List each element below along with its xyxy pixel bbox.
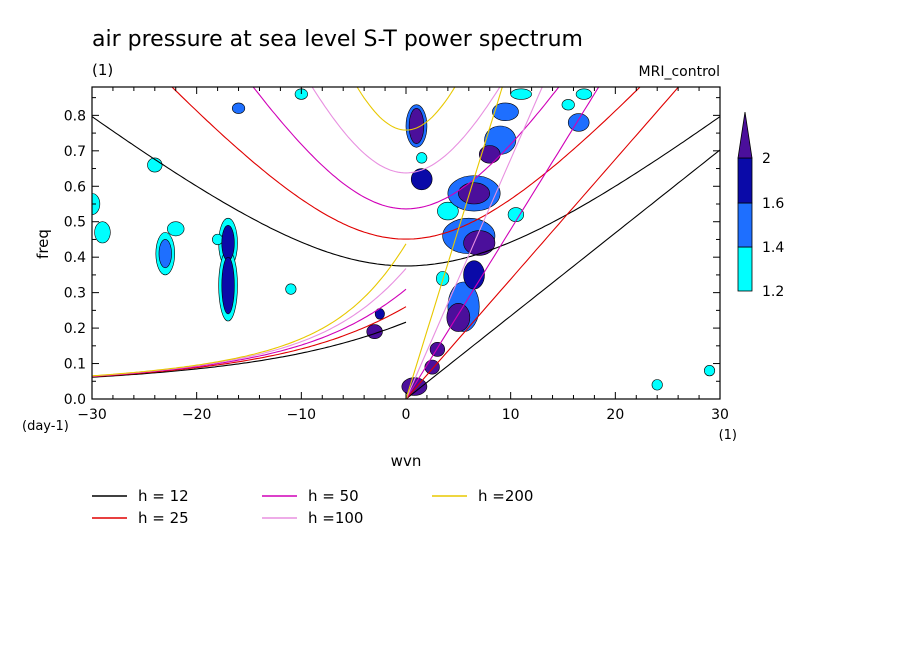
x-tick-label: 30 xyxy=(711,407,729,423)
contour-blob xyxy=(221,256,235,315)
x-tick-label: 0 xyxy=(402,407,411,423)
contour-blob xyxy=(429,341,446,357)
dispersion-curve-ig xyxy=(92,116,720,267)
colorbar-label: 1.4 xyxy=(762,240,784,256)
colorbar-segment xyxy=(737,157,753,204)
legend-label: h = 25 xyxy=(138,509,189,527)
y-tick-label: 0.3 xyxy=(64,286,86,302)
contour-blob xyxy=(94,221,111,244)
dispersion-curve-mrg xyxy=(92,321,407,378)
dispersion-curve-ig xyxy=(311,87,501,174)
y-tick-label: 0.2 xyxy=(64,321,86,337)
x-tick-label: 20 xyxy=(606,407,624,423)
contour-blob xyxy=(575,88,593,100)
legend-label: h = 12 xyxy=(138,487,189,505)
y-units-label: (day-1) xyxy=(22,419,69,434)
dispersion-curve-ig xyxy=(171,87,641,240)
dispersion-curve-kelvin xyxy=(405,87,543,399)
y-tick-label: 0.5 xyxy=(64,215,86,231)
axis-ticks: −30 −20 −10 0 10 20 30 0.0 0.1 0.2 0.3 0.4 0.5 0.6 0.7… xyxy=(64,87,729,423)
x-axis-label: wvn xyxy=(391,452,422,470)
contour-blob xyxy=(437,201,459,221)
y-tick-label: 0.0 xyxy=(64,392,86,408)
y-tick-label: 0.1 xyxy=(64,357,86,373)
colorbar-arrow xyxy=(737,111,753,159)
contour-blob xyxy=(703,365,716,377)
dispersion-curve-ig xyxy=(252,87,560,210)
plot-area: −30 −20 −10 0 10 20 30 0.0 0.1 0.2 0.3 0.4 0.5 0.6 0.7… xyxy=(64,86,729,423)
chart-title: air pressure at sea level S-T power spec… xyxy=(92,27,583,52)
contour-blob xyxy=(285,283,297,295)
contour-blob xyxy=(424,359,440,375)
contour-blob xyxy=(416,152,428,164)
colorbar-segment xyxy=(737,202,753,248)
colorbar-label: 1.2 xyxy=(762,284,784,300)
x-units-label: (1) xyxy=(719,428,737,443)
model-label: MRI_control xyxy=(639,64,720,80)
contour-blob xyxy=(492,102,519,121)
contour-blob xyxy=(507,207,525,223)
colorbar-segment xyxy=(737,246,753,292)
colorbar: 1.2 1.4 1.6 2 xyxy=(737,111,784,300)
contour-blob xyxy=(463,230,496,256)
contour-blob xyxy=(231,102,246,114)
contour-blob xyxy=(221,224,235,262)
legend-label: h = 50 xyxy=(308,487,359,505)
contour-blob xyxy=(478,145,501,164)
dispersion-curve-ig xyxy=(356,87,456,131)
y-tick-label: 0.8 xyxy=(64,108,86,124)
contour-blob xyxy=(408,107,425,145)
plot-frame xyxy=(91,86,721,400)
dispersion-curve-kelvin xyxy=(405,87,503,399)
contour-blob xyxy=(167,221,185,237)
contour-blob xyxy=(510,88,532,100)
dispersion-curve-mrg xyxy=(92,243,407,377)
legend: h = 12 h = 25 h = 50 h =100 h =200 xyxy=(92,487,533,527)
legend-label: h =100 xyxy=(308,509,363,527)
contour-blob xyxy=(561,99,575,111)
y-tick-label: 0.7 xyxy=(64,144,86,160)
units-label: (1) xyxy=(92,61,113,79)
contour-blob xyxy=(463,260,485,290)
legend-label: h =200 xyxy=(478,487,533,505)
contour-blob xyxy=(212,233,224,246)
colorbar-label: 1.6 xyxy=(762,196,784,212)
contour-blob xyxy=(651,379,663,391)
contour-blob xyxy=(158,239,172,269)
dispersion-curve-mrg xyxy=(92,306,407,378)
contour-blob xyxy=(458,182,491,205)
spectrum-contours xyxy=(92,88,716,396)
colorbar-label: 2 xyxy=(762,151,771,167)
y-tick-label: 0.6 xyxy=(64,179,86,195)
contour-blob xyxy=(410,168,433,191)
x-tick-label: 10 xyxy=(502,407,520,423)
dispersion-curve-kelvin xyxy=(405,87,680,399)
contour-blob xyxy=(567,113,590,132)
y-tick-label: 0.4 xyxy=(64,250,86,266)
dispersion-curve-kelvin xyxy=(405,87,600,399)
dispersion-curves xyxy=(92,87,720,399)
x-tick-label: −10 xyxy=(287,407,317,423)
dispersion-curve-kelvin xyxy=(405,149,720,399)
y-axis-label: freq xyxy=(34,229,52,259)
x-tick-label: −30 xyxy=(77,407,107,423)
x-tick-label: −20 xyxy=(182,407,212,423)
